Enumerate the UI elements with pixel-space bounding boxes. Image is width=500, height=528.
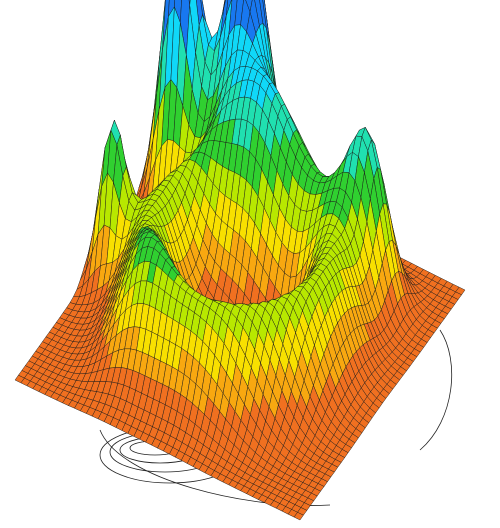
surface-cell	[293, 512, 304, 521]
surface	[14, 0, 466, 521]
contour-line	[419, 329, 453, 451]
